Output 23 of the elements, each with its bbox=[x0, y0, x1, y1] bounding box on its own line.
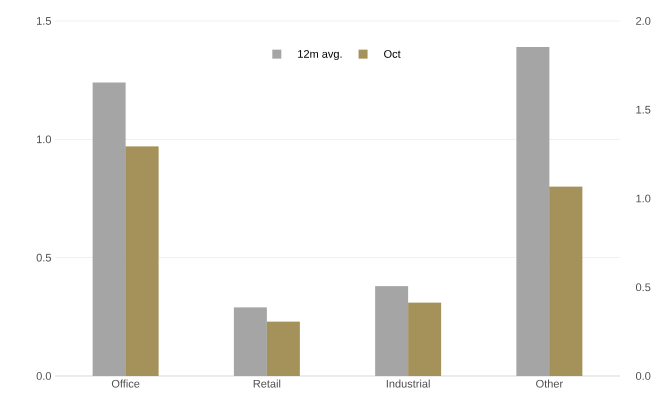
x-tick-label: Retail bbox=[254, 380, 280, 388]
y2-tick-label: 1.0 bbox=[636, 194, 650, 202]
y-tick-label: 0.5 bbox=[36, 254, 51, 262]
x-tick-label: Other bbox=[536, 380, 563, 388]
y-tick-label: 1.0 bbox=[37, 135, 52, 144]
y-tick-label: 1.5 bbox=[37, 17, 51, 25]
bar bbox=[516, 47, 550, 376]
legend-label: 12m avg. bbox=[298, 50, 342, 60]
x-tick-label: Office bbox=[112, 380, 140, 388]
bar bbox=[92, 82, 126, 376]
y-tick-label: 0.0 bbox=[36, 372, 52, 380]
bar bbox=[126, 146, 159, 376]
legend-label: Oct bbox=[384, 50, 401, 58]
y2-tick-label: 1.5 bbox=[636, 106, 650, 114]
bar bbox=[549, 186, 582, 376]
y2-tick-label: 0.0 bbox=[636, 372, 650, 380]
y2-tick-label: 2.0 bbox=[636, 17, 650, 25]
y2-tick-label: 0.5 bbox=[636, 283, 650, 292]
x-tick-label: Industrial bbox=[386, 380, 430, 388]
bar bbox=[408, 302, 442, 376]
bar bbox=[234, 307, 267, 376]
bar bbox=[266, 322, 300, 376]
bar bbox=[375, 286, 408, 376]
